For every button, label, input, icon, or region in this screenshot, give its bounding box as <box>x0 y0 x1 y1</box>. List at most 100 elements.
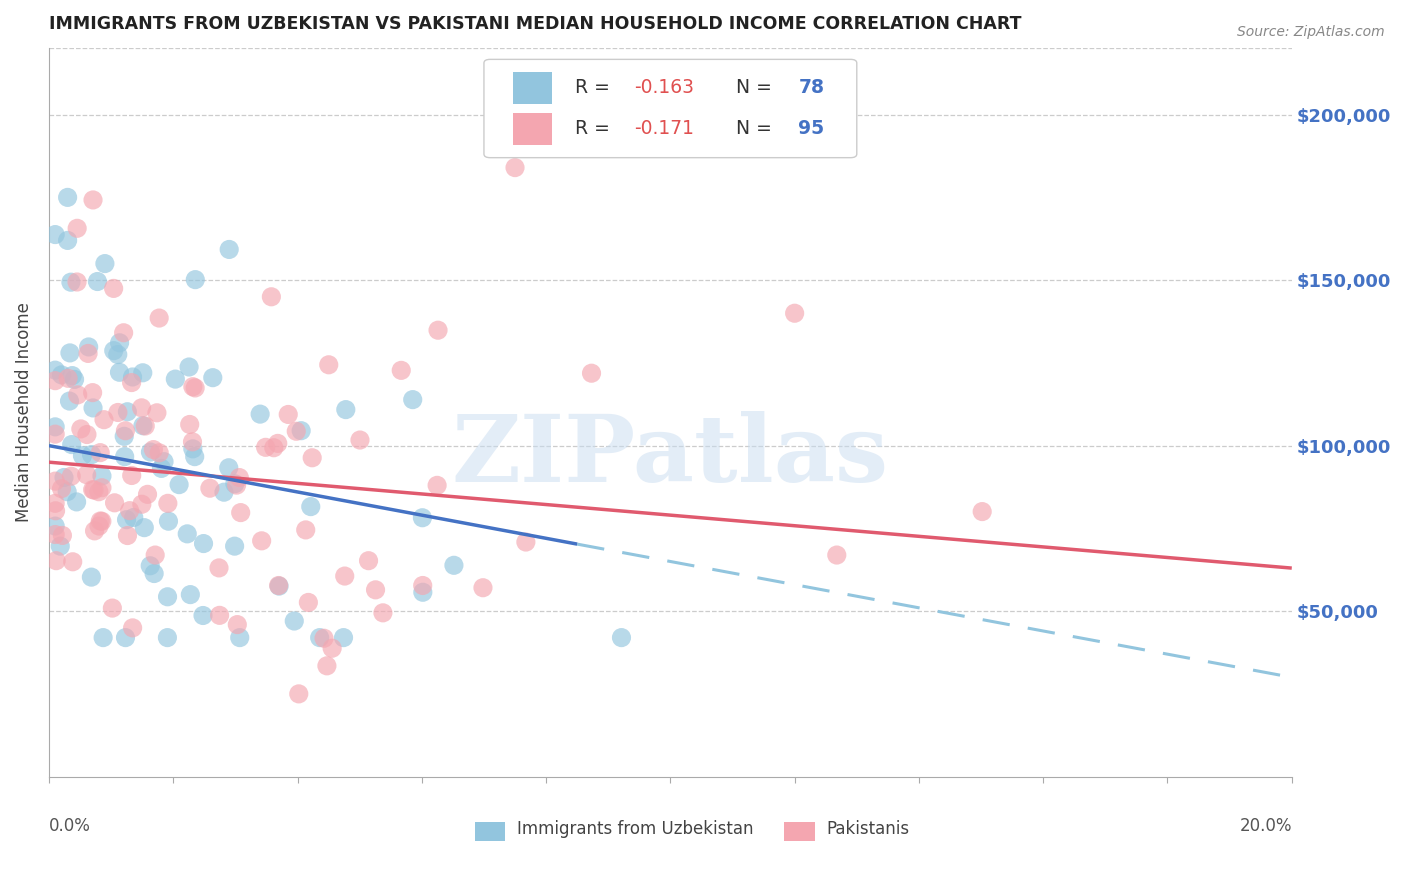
Text: N =: N = <box>724 120 778 138</box>
Point <box>62 555 84 569</box>
Point <box>349 433 371 447</box>
Point <box>77 340 100 354</box>
Point <box>285 424 308 438</box>
Point <box>267 436 290 450</box>
Point <box>364 582 387 597</box>
Point <box>371 606 394 620</box>
Point <box>179 588 201 602</box>
Point <box>93 413 115 427</box>
Point <box>58 394 80 409</box>
Point <box>114 424 136 438</box>
Text: R =: R = <box>575 120 616 138</box>
Point <box>44 374 66 388</box>
Point <box>45 554 67 568</box>
Point <box>184 272 207 286</box>
Point <box>335 402 357 417</box>
Point <box>426 478 449 492</box>
Point <box>108 365 131 379</box>
Point <box>112 326 135 340</box>
Point <box>117 405 139 419</box>
Point <box>177 359 200 374</box>
Point <box>224 539 246 553</box>
FancyBboxPatch shape <box>513 113 553 145</box>
Point <box>76 427 98 442</box>
Point <box>208 561 231 575</box>
Point <box>153 455 176 469</box>
Point <box>277 408 299 422</box>
Point <box>318 358 340 372</box>
Point <box>60 437 83 451</box>
Point <box>283 614 305 628</box>
Point <box>44 427 66 442</box>
Point <box>86 275 108 289</box>
Text: 78: 78 <box>799 78 824 97</box>
Point <box>157 514 180 528</box>
Point <box>332 631 354 645</box>
Point <box>294 523 316 537</box>
Point <box>181 442 204 456</box>
Point <box>183 450 205 464</box>
Point <box>229 631 252 645</box>
Point <box>56 190 79 204</box>
Point <box>76 467 98 482</box>
Point <box>472 581 495 595</box>
Point <box>44 420 66 434</box>
Point <box>288 687 311 701</box>
Y-axis label: Median Household Income: Median Household Income <box>15 302 32 523</box>
Point <box>53 470 76 484</box>
FancyBboxPatch shape <box>513 72 553 104</box>
Point <box>389 363 412 377</box>
Point <box>267 579 290 593</box>
Point <box>260 290 283 304</box>
Point <box>148 311 170 326</box>
Point <box>108 335 131 350</box>
FancyBboxPatch shape <box>484 60 856 158</box>
Point <box>107 347 129 361</box>
Point <box>44 363 66 377</box>
Point <box>77 346 100 360</box>
Point <box>134 521 156 535</box>
Text: R =: R = <box>575 78 616 97</box>
Point <box>45 504 67 518</box>
Point <box>132 366 155 380</box>
Point <box>103 496 125 510</box>
Point <box>51 528 73 542</box>
Point <box>249 407 271 421</box>
Point <box>333 569 356 583</box>
Point <box>301 450 323 465</box>
Point <box>167 477 190 491</box>
Point <box>402 392 425 407</box>
Point <box>972 505 994 519</box>
Point <box>131 497 153 511</box>
Point <box>132 418 155 433</box>
Point <box>44 227 66 242</box>
Text: Pakistanis: Pakistanis <box>827 820 910 838</box>
Point <box>136 487 159 501</box>
Point <box>143 548 166 562</box>
Point <box>114 450 136 464</box>
Point <box>107 405 129 419</box>
Point <box>143 566 166 581</box>
Point <box>69 422 91 436</box>
Text: Source: ZipAtlas.com: Source: ZipAtlas.com <box>1237 25 1385 39</box>
Point <box>121 468 143 483</box>
Point <box>87 484 110 499</box>
Point <box>131 401 153 415</box>
Point <box>176 526 198 541</box>
Point <box>181 380 204 394</box>
Point <box>783 306 806 320</box>
Point <box>825 548 848 562</box>
Point <box>156 631 179 645</box>
Point <box>254 440 277 454</box>
Point <box>503 161 526 175</box>
Point <box>134 419 156 434</box>
Point <box>82 385 104 400</box>
Point <box>103 281 125 295</box>
Point <box>610 631 633 645</box>
Point <box>44 474 66 488</box>
Point <box>250 533 273 548</box>
Point <box>56 484 79 499</box>
Point <box>218 460 240 475</box>
Point <box>89 514 111 528</box>
Point <box>357 554 380 568</box>
